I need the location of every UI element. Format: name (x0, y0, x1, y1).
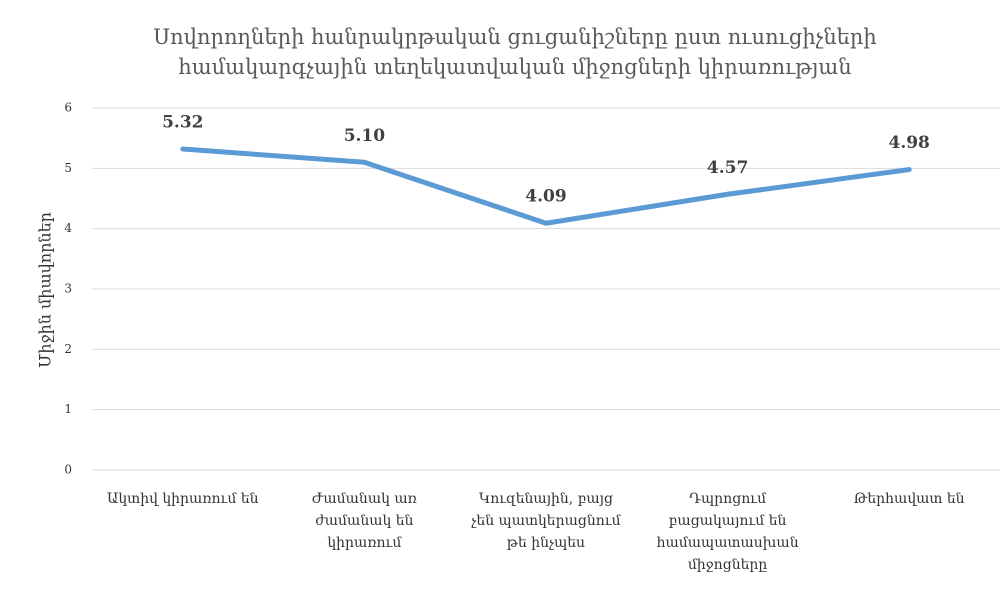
y-tick-label: 6 (64, 101, 72, 115)
x-tick-label: Թերհավատ են (853, 491, 965, 507)
data-label: 4.57 (707, 158, 748, 178)
line (180, 146, 912, 226)
data-label: 4.09 (525, 187, 566, 207)
x-tick-label: Դպրոցում բացակայում են համապատասխան միջո… (656, 491, 799, 573)
data-label: 4.98 (888, 133, 929, 153)
y-axis-label: Միջին միավորներ (36, 212, 55, 368)
x-tick-label: Ակտիվ կիրառում են (107, 491, 259, 507)
data-label: 5.32 (162, 113, 203, 133)
y-tick-label: 2 (64, 342, 72, 356)
x-tick-label: Կուզենային, բայց չեն պատկերացնում թե ինչ… (471, 491, 621, 551)
y-tick-label: 5 (64, 161, 72, 175)
y-tick-label: 0 (64, 463, 72, 477)
y-tick-label: 1 (64, 402, 72, 416)
y-tick-label: 4 (64, 221, 72, 235)
x-tick-label: Ժամանակ առ ժամանակ են կիրառում (311, 491, 417, 551)
data-label: 5.10 (344, 126, 386, 146)
y-tick-label: 3 (64, 282, 72, 296)
chart-title: Սովորողների հանրակրթական ցուցանիշները ըս… (153, 25, 877, 79)
